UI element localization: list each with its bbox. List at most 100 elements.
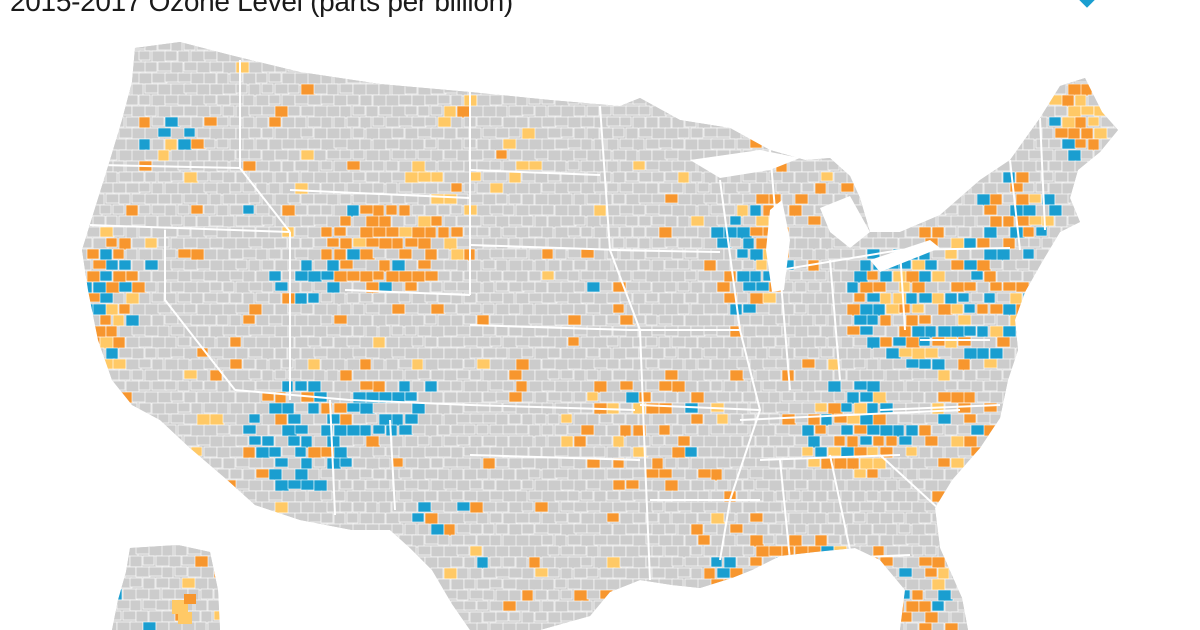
county: [495, 127, 510, 139]
county: [495, 589, 510, 603]
county: [1009, 468, 1023, 479]
county: [1009, 248, 1024, 262]
county: [1015, 105, 1030, 116]
county: [755, 589, 772, 603]
county: [404, 523, 417, 536]
county: [352, 457, 367, 469]
county: [931, 358, 946, 371]
county: [307, 402, 320, 415]
county: [651, 171, 665, 183]
county: [996, 446, 1013, 457]
county: [684, 138, 699, 152]
county: [105, 105, 120, 118]
county: [105, 479, 119, 492]
county: [352, 127, 365, 139]
county: [339, 325, 353, 337]
county: [697, 380, 711, 394]
map-title: 2015-2017 Ozone Level (parts per billion…: [10, 0, 513, 17]
county: [437, 314, 453, 328]
county: [456, 303, 471, 315]
county: [469, 457, 482, 471]
county: [372, 248, 386, 259]
county: [970, 380, 984, 393]
county: [359, 622, 375, 630]
county: [1015, 347, 1030, 360]
county: [105, 61, 122, 75]
county: [905, 380, 920, 393]
county: [638, 523, 654, 535]
county: [567, 50, 581, 61]
county: [138, 204, 151, 215]
county: [1106, 391, 1118, 404]
county: [937, 413, 953, 425]
county: [677, 479, 691, 492]
county: [281, 556, 295, 570]
county: [86, 490, 102, 501]
county: [255, 622, 272, 630]
county: [710, 50, 725, 64]
county: [762, 446, 775, 459]
county: [118, 479, 132, 492]
county: [697, 512, 712, 523]
county: [684, 424, 698, 435]
county: [1041, 589, 1055, 602]
county: [775, 402, 790, 413]
county: [105, 259, 119, 271]
county: [242, 160, 257, 172]
alaska-county-layer: [112, 545, 220, 630]
county: [814, 512, 827, 525]
county: [619, 226, 633, 238]
county: [346, 94, 360, 106]
county: [729, 589, 743, 601]
county: [339, 42, 356, 51]
county: [82, 402, 87, 416]
county: [911, 347, 927, 361]
county: [931, 226, 945, 239]
county: [671, 50, 687, 62]
county: [755, 567, 771, 580]
county: [287, 545, 302, 556]
county: [437, 94, 451, 105]
county: [437, 138, 452, 151]
county: [300, 171, 315, 184]
county: [443, 611, 456, 624]
county: [365, 105, 379, 118]
county: [528, 512, 541, 524]
county: [671, 270, 686, 283]
county: [437, 556, 452, 569]
county: [92, 457, 108, 471]
county: [216, 578, 230, 592]
county: [1054, 303, 1071, 316]
county: [963, 83, 978, 95]
county: [216, 534, 232, 545]
county: [177, 336, 191, 347]
county: [339, 501, 353, 513]
county: [287, 567, 304, 581]
county: [625, 501, 640, 512]
county: [593, 556, 609, 570]
county: [430, 105, 443, 116]
county: [430, 413, 443, 427]
county: [372, 226, 387, 238]
county: [456, 435, 470, 446]
county: [495, 259, 508, 273]
county: [313, 545, 326, 558]
county: [86, 534, 102, 546]
alaska-county: [207, 555, 220, 568]
county: [235, 259, 248, 270]
county: [112, 556, 126, 568]
county: [677, 347, 691, 360]
county: [632, 50, 645, 62]
county: [794, 435, 809, 446]
county: [177, 204, 190, 215]
county: [138, 50, 151, 61]
county: [339, 149, 352, 160]
county: [82, 600, 90, 611]
county: [820, 42, 835, 51]
county: [222, 149, 236, 163]
county: [840, 402, 853, 413]
county: [970, 490, 985, 503]
county: [359, 358, 372, 371]
county: [1087, 578, 1104, 589]
county: [190, 512, 207, 525]
